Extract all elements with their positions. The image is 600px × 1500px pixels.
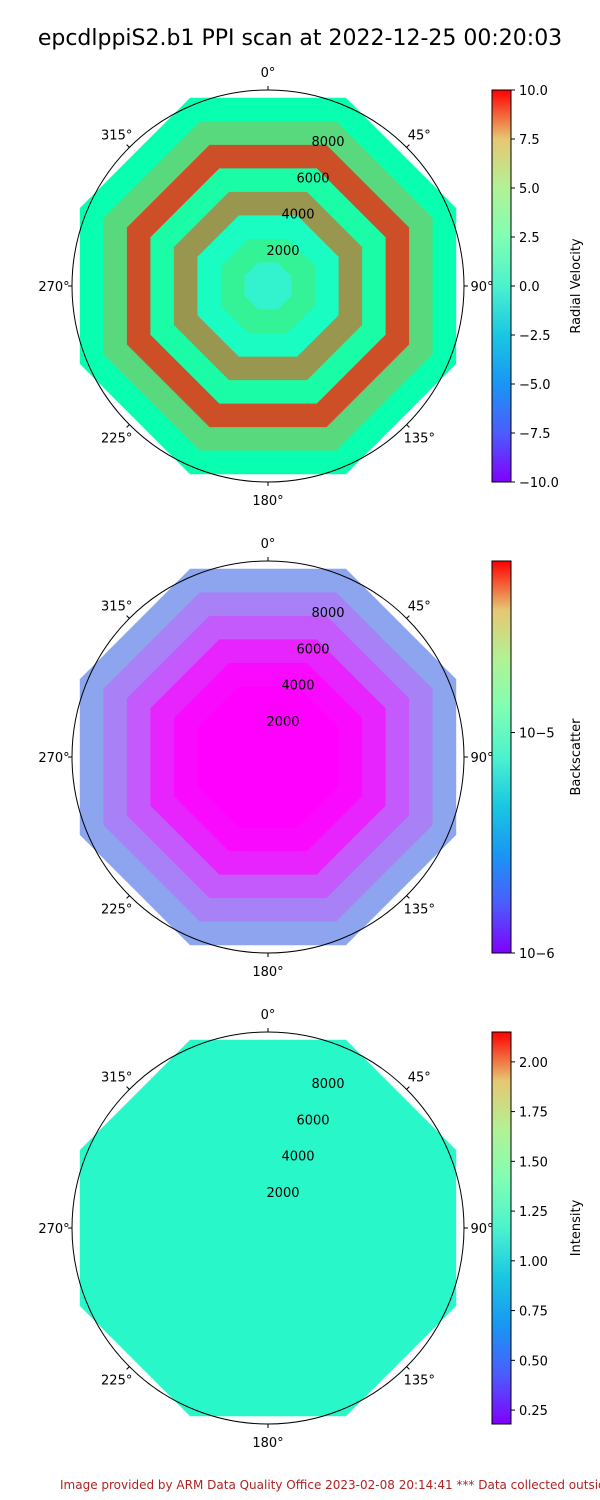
colorbar-tick-label-1-7: 7.5 bbox=[519, 133, 540, 148]
angle-tick-1-315 bbox=[126, 144, 130, 148]
angle-label-2-315: 315° bbox=[101, 600, 132, 615]
angle-label-1-0: 0° bbox=[261, 66, 276, 81]
radial-tick-label-2-8000: 8000 bbox=[311, 606, 344, 621]
colorbar-tick-label-3-0: 0.25 bbox=[519, 1404, 548, 1419]
angle-label-3-180: 180° bbox=[252, 1436, 283, 1451]
colorbar-tick-label-3-1: 0.50 bbox=[519, 1354, 548, 1369]
colorbar-tick-label-1-0: −10.0 bbox=[519, 476, 559, 491]
angle-tick-1-135 bbox=[406, 424, 410, 428]
angle-tick-1-45 bbox=[406, 144, 410, 148]
colorbar-2 bbox=[491, 560, 512, 954]
colorbar-tick-label-1-6: 5.0 bbox=[519, 182, 540, 197]
radial-tick-label-3-6000: 6000 bbox=[296, 1113, 329, 1128]
radial-tick-label-1-6000: 6000 bbox=[296, 171, 329, 186]
angle-label-3-0: 0° bbox=[261, 1008, 276, 1023]
radial-tick-label-1-4000: 4000 bbox=[281, 208, 314, 223]
radial-tick-label-1-2000: 2000 bbox=[266, 244, 299, 259]
radial-tick-label-1-8000: 8000 bbox=[311, 135, 344, 150]
angle-label-3-45: 45° bbox=[408, 1071, 431, 1086]
angle-label-3-225: 225° bbox=[101, 1373, 132, 1388]
angle-label-1-315: 315° bbox=[101, 129, 132, 144]
colorbar-3 bbox=[491, 1031, 512, 1425]
angle-tick-3-315 bbox=[126, 1086, 130, 1090]
colorbar-label-3: Intensity bbox=[569, 1199, 584, 1256]
colorbar-tick-label-3-3: 1.00 bbox=[519, 1255, 548, 1270]
angle-label-3-135: 135° bbox=[404, 1373, 435, 1388]
angle-tick-2-45 bbox=[406, 615, 410, 619]
colorbar-tick-label-3-6: 1.75 bbox=[519, 1106, 548, 1121]
colorbar-tick-label-2-1: 10−5 bbox=[519, 727, 555, 742]
radial-tick-label-2-6000: 6000 bbox=[296, 642, 329, 657]
colorbar-tick-label-1-3: −2.5 bbox=[519, 329, 551, 344]
angle-label-2-45: 45° bbox=[408, 600, 431, 615]
data-ring-3-1 bbox=[79, 1039, 457, 1417]
angle-label-2-90: 90° bbox=[470, 751, 493, 766]
angle-label-1-135: 135° bbox=[404, 431, 435, 446]
angle-label-2-270: 270° bbox=[38, 751, 69, 766]
angle-label-1-270: 270° bbox=[38, 280, 69, 295]
radial-tick-label-3-8000: 8000 bbox=[311, 1077, 344, 1092]
colorbar-tick-label-3-2: 0.75 bbox=[519, 1305, 548, 1320]
angle-label-1-180: 180° bbox=[252, 494, 283, 509]
angle-label-2-135: 135° bbox=[404, 902, 435, 917]
angle-label-2-225: 225° bbox=[101, 902, 132, 917]
angle-tick-2-315 bbox=[126, 615, 130, 619]
angle-label-1-45: 45° bbox=[408, 129, 431, 144]
angle-label-1-225: 225° bbox=[101, 431, 132, 446]
colorbar-tick-label-1-4: 0.0 bbox=[519, 280, 540, 295]
radial-tick-label-2-4000: 4000 bbox=[281, 679, 314, 694]
colorbar-tick-label-1-1: −7.5 bbox=[519, 427, 551, 442]
angle-label-3-270: 270° bbox=[38, 1222, 69, 1237]
data-ring-2-8 bbox=[244, 733, 292, 781]
colorbar-tick-label-3-5: 1.50 bbox=[519, 1155, 548, 1170]
chart-title: epcdlppiS2.b1 PPI scan at 2022-12-25 00:… bbox=[37, 26, 563, 51]
angle-tick-3-225 bbox=[126, 1366, 130, 1370]
angle-label-3-315: 315° bbox=[101, 1071, 132, 1086]
colorbar-tick-label-1-5: 2.5 bbox=[519, 231, 540, 246]
colorbar-label-1: Radial Velocity bbox=[569, 238, 584, 334]
angle-tick-1-225 bbox=[126, 424, 130, 428]
angle-tick-2-135 bbox=[406, 895, 410, 899]
radial-tick-label-3-2000: 2000 bbox=[266, 1186, 299, 1201]
colorbar-tick-label-3-7: 2.00 bbox=[519, 1056, 548, 1071]
angle-label-1-90: 90° bbox=[470, 280, 493, 295]
radial-tick-label-3-4000: 4000 bbox=[281, 1150, 314, 1165]
colorbar-tick-label-1-2: −5.0 bbox=[519, 378, 551, 393]
angle-tick-3-45 bbox=[406, 1086, 410, 1090]
colorbar-tick-label-2-0: 10−6 bbox=[519, 947, 555, 962]
angle-label-2-180: 180° bbox=[252, 965, 283, 980]
angle-tick-2-225 bbox=[126, 895, 130, 899]
colorbar-label-2: Backscatter bbox=[569, 718, 584, 796]
angle-label-3-90: 90° bbox=[470, 1222, 493, 1237]
angle-label-2-0: 0° bbox=[261, 537, 276, 552]
colorbar-tick-label-3-4: 1.25 bbox=[519, 1205, 548, 1220]
colorbar-tick-label-1-8: 10.0 bbox=[519, 84, 548, 99]
angle-tick-3-135 bbox=[406, 1366, 410, 1370]
footer-note: Image provided by ARM Data Quality Offic… bbox=[60, 1478, 600, 1492]
radial-tick-label-2-2000: 2000 bbox=[266, 715, 299, 730]
colorbar-1 bbox=[491, 89, 512, 483]
data-ring-1-8 bbox=[244, 262, 292, 310]
